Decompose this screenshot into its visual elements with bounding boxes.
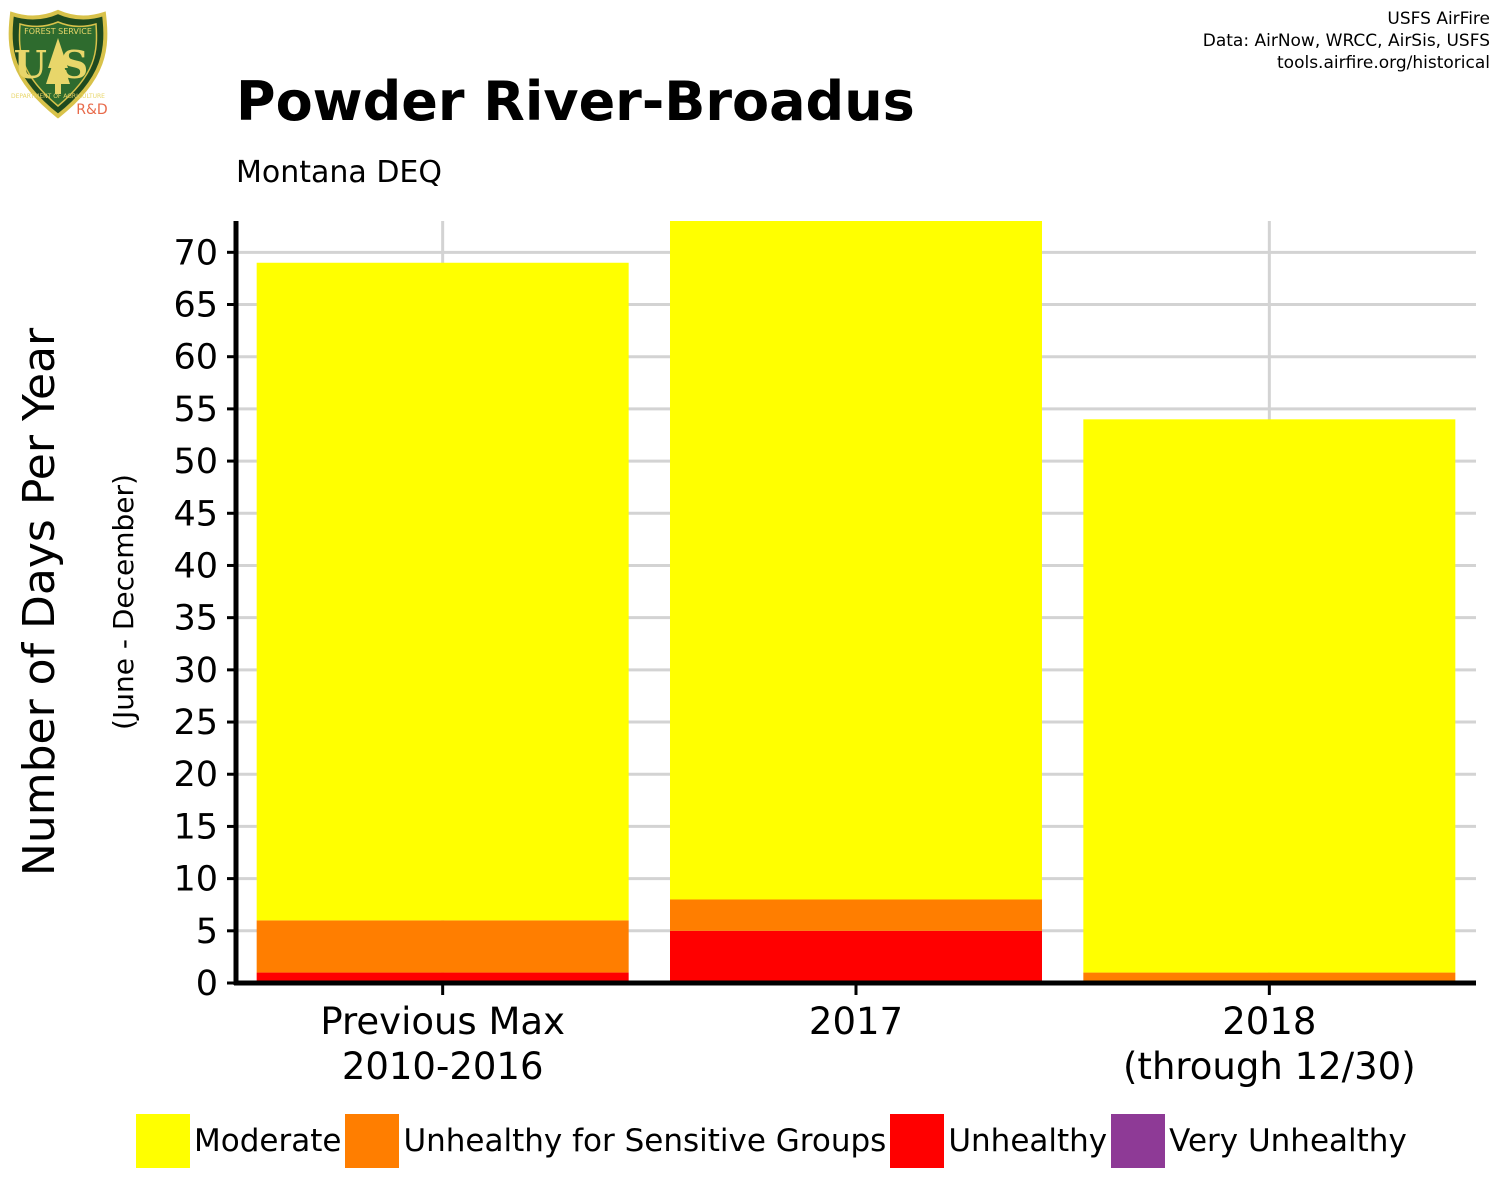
credit-line-1: USFS AirFire [1387,9,1490,29]
legend-label: Unhealthy for Sensitive Groups [403,1123,887,1159]
legend-swatch [136,1114,190,1168]
legend-item: Unhealthy for Sensitive Groups [345,1114,890,1168]
y-tick-label: 0 [196,964,218,1004]
x-tick-label: 2017 [809,1000,903,1043]
usfs-shield-icon: FOREST SERVICE US DEPARTMENT OF AGRICULT… [8,9,108,119]
legend-item: Very Unhealthy [1111,1114,1411,1168]
y-tick-label: 20 [173,755,218,795]
bar-unhealthy [670,930,1042,983]
legend-swatch [345,1114,400,1168]
logo-badge: R&D [76,102,107,118]
y-tick-label: 10 [173,860,218,900]
legend: Moderate Unhealthy for Sensitive Groups Un… [136,1114,1411,1168]
logo-top-text: FOREST SERVICE [24,27,92,36]
legend-swatch [1111,1114,1166,1168]
legend-label: Very Unhealthy [1169,1123,1407,1159]
bar-moderate [1083,419,1456,973]
y-tick-label: 35 [173,599,218,639]
y-tick-label: 40 [173,546,218,586]
x-tick-label: Previous Max [320,1000,565,1043]
credits: USFS AirFire Data: AirNow, WRCC, AirSis,… [1203,8,1490,74]
y-tick-label: 70 [173,233,218,273]
y-tick-label: 15 [173,807,218,847]
bar-unhealthy-for-sensitive-groups [256,920,629,973]
y-tick-label: 60 [173,338,218,378]
legend-swatch [890,1114,945,1168]
y-axis-label: Number of Days Per Year [14,327,65,876]
chart-subtitle: Montana DEQ [236,155,443,190]
bar-unhealthy-for-sensitive-groups [1083,972,1456,983]
bar-unhealthy [256,972,629,983]
credit-line-2: Data: AirNow, WRCC, AirSis, USFS [1202,31,1490,51]
y-tick-label: 50 [173,442,218,482]
y-tick-label: 45 [173,494,218,534]
legend-item: Unhealthy [890,1114,1111,1168]
bar-moderate [256,262,629,921]
y-tick-label: 5 [196,912,218,952]
legend-label: Unhealthy [948,1123,1108,1159]
y-axis-sublabel: (June - December) [107,474,140,730]
legend-item: Moderate [136,1114,345,1168]
y-tick-label: 30 [173,651,218,691]
y-tick-label: 55 [173,390,218,430]
x-tick-label: (through 12/30) [1123,1045,1416,1088]
bar-moderate [670,221,1042,900]
legend-label: Moderate [194,1123,342,1159]
y-tick-label: 25 [173,703,218,743]
bar-unhealthy-for-sensitive-groups [670,899,1042,931]
chart-title: Powder River-Broadus [236,70,915,133]
x-tick-label: 2010-2016 [342,1045,544,1088]
y-tick-label: 65 [173,286,218,326]
logo-bottom-text: DEPARTMENT OF AGRICULTURE [11,93,105,100]
x-tick-label: 2018 [1222,1000,1316,1043]
credit-line-3: tools.airfire.org/historical [1277,53,1490,73]
